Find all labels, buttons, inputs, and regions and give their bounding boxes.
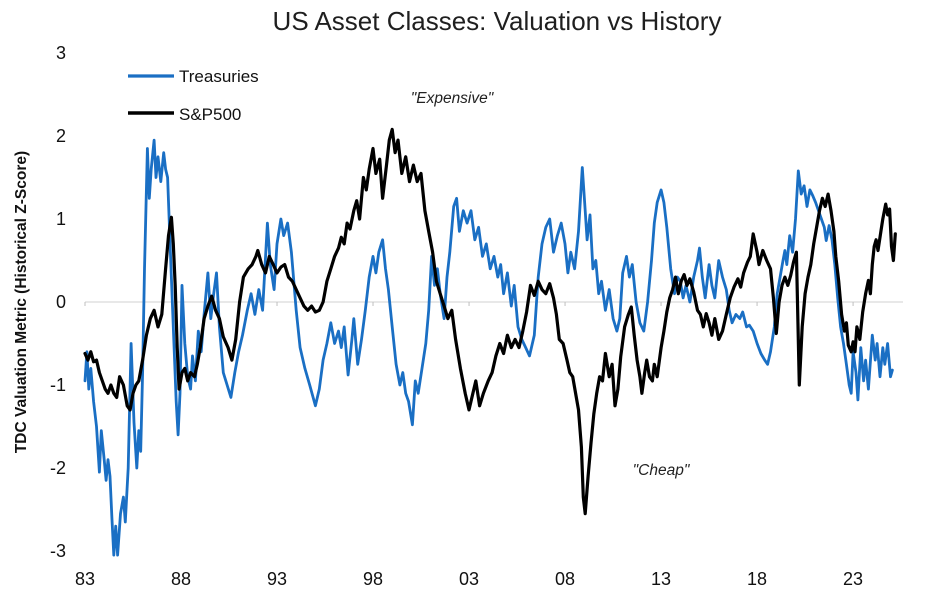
legend: Treasuries S&P500 xyxy=(128,67,259,124)
x-tick-label: 98 xyxy=(363,569,383,589)
series-line-sp500 xyxy=(83,127,897,516)
x-tick-label: 93 xyxy=(267,569,287,589)
plot-area: 83 88 93 98 03 08 13 18 23 3 2 1 0 -1 -2 -3 xyxy=(50,43,903,589)
y-tick-label: -3 xyxy=(50,541,66,561)
x-tick-label: 23 xyxy=(843,569,863,589)
annotation-expensive: "Expensive" xyxy=(411,90,495,107)
x-tick-label: 08 xyxy=(555,569,575,589)
chart-title: US Asset Classes: Valuation vs History xyxy=(273,6,722,36)
y-tick-label: 2 xyxy=(56,126,66,146)
x-tick-label: 88 xyxy=(171,569,191,589)
x-tick-label: 18 xyxy=(747,569,767,589)
x-tick-label: 13 xyxy=(651,569,671,589)
annotation-cheap: "Cheap" xyxy=(633,462,691,479)
y-tick-label: 0 xyxy=(56,292,66,312)
legend-treasuries-label: Treasuries xyxy=(179,67,259,86)
y-axis-title: TDC Valuation Metric (Historical Z-Score… xyxy=(13,151,30,453)
series-line-treasuries xyxy=(83,138,894,557)
y-tick-label: 3 xyxy=(56,43,66,63)
legend-sp500-label: S&P500 xyxy=(179,105,241,124)
x-tick-label: 03 xyxy=(459,569,479,589)
y-tick-label: -1 xyxy=(50,375,66,395)
y-tick-label: 1 xyxy=(56,209,66,229)
x-tick-label: 83 xyxy=(75,569,95,589)
y-tick-label: -2 xyxy=(50,458,66,478)
